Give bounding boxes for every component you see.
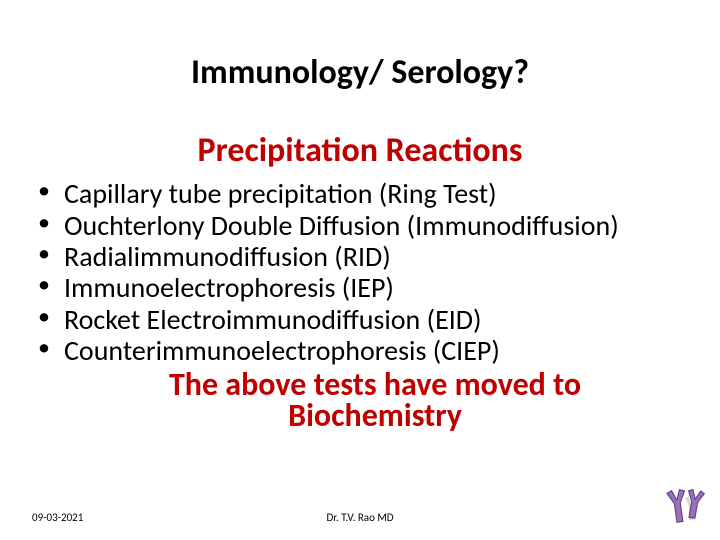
list-item: Capillary tube precipitation (Ring Test) [34, 178, 690, 209]
list-item-text: Counterimmunoelectrophoresis (CIEP) [64, 333, 500, 368]
list-item-text: Ouchterlony Double Diffusion (Immunodiff… [64, 208, 619, 243]
list-item: Radialimmunodiffusion (RID) [34, 241, 690, 272]
list-item-text: Capillary tube precipitation (Ring Test) [64, 176, 497, 211]
list-item: Immunoelectrophoresis (IEP) [34, 272, 690, 303]
list-item: Rocket Electroimmunodiffusion (EID) [34, 304, 690, 335]
list-item-text: Radialimmunodiffusion (RID) [64, 239, 391, 274]
bullet-list: Capillary tube precipitation (Ring Test)… [0, 170, 720, 366]
list-item: Counterimmunoelectrophoresis (CIEP) [34, 335, 690, 366]
slide-footer: 09-03-2021 Dr. T.V. Rao MD [0, 504, 720, 524]
closing-statement: The above tests have moved to Biochemist… [0, 367, 720, 432]
antibody-icon [660, 484, 712, 532]
slide-title: Immunology/ Serology? Precipitation Reac… [0, 0, 720, 170]
title-line1: Immunology/ Serology? [191, 52, 529, 93]
footer-author: Dr. T.V. Rao MD [0, 511, 720, 524]
title-line2: Precipitation Reactions [198, 130, 523, 171]
list-item-text: Immunoelectrophoresis (IEP) [64, 270, 394, 305]
list-item-text: Rocket Electroimmunodiffusion (EID) [64, 302, 482, 337]
list-item: Ouchterlony Double Diffusion (Immunodiff… [34, 210, 690, 241]
